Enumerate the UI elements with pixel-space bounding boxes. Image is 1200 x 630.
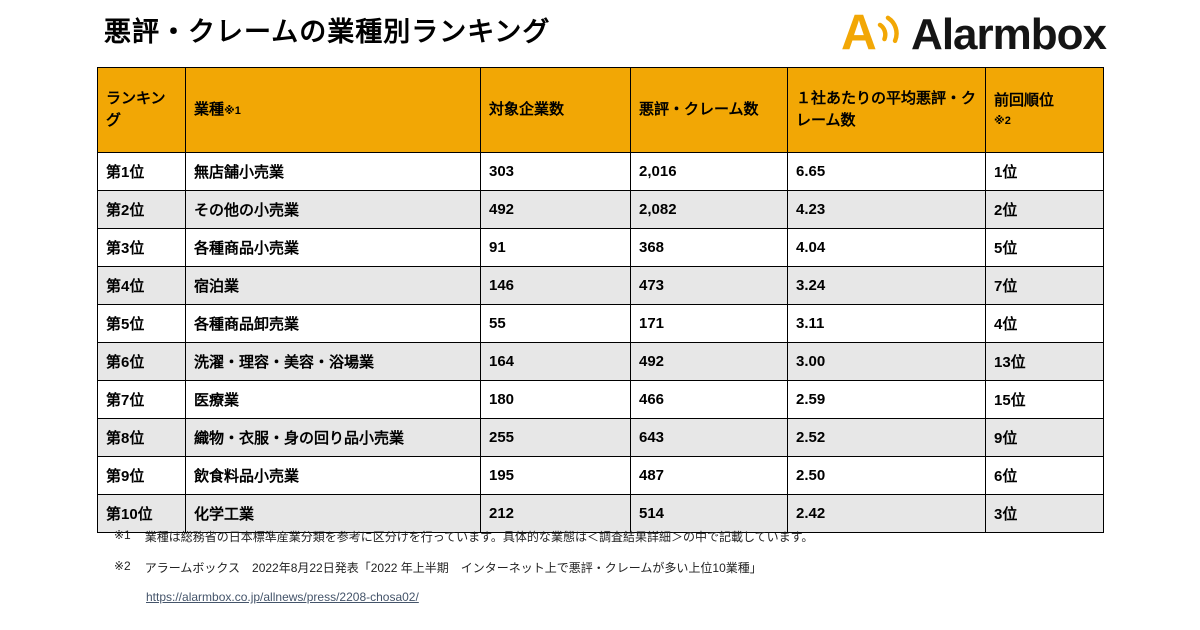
footnote-text: アラームボックス 2022年8月22日発表「2022 年上半期 インターネット上… <box>144 561 762 575</box>
source-link[interactable]: https://alarmbox.co.jp/allnews/press/220… <box>146 590 419 604</box>
cell-companies: 91 <box>480 228 631 267</box>
header-industry: 業種※1 <box>185 67 481 153</box>
header-note: ※1 <box>224 105 241 118</box>
alarmbox-logo: A Alarmbox <box>841 4 1107 65</box>
cell-rank: 第1位 <box>97 152 186 191</box>
table-row: 第4位 宿泊業 146 473 3.24 7位 <box>97 266 1104 305</box>
cell-complaints: 171 <box>630 304 788 343</box>
header-label: １社あたりの平均悪評・クレーム数 <box>796 90 977 129</box>
cell-companies: 146 <box>480 266 631 305</box>
cell-previous: 1位 <box>985 152 1104 191</box>
cell-average: 3.24 <box>787 266 986 305</box>
header-row: ランキング 業種※1 対象企業数 悪評・クレーム数 １社あたりの平均悪評・クレー… <box>97 67 1104 153</box>
cell-average: 3.00 <box>787 342 986 381</box>
cell-companies: 212 <box>480 494 631 533</box>
cell-previous: 2位 <box>985 190 1104 229</box>
header-average: １社あたりの平均悪評・クレーム数 <box>787 67 986 153</box>
cell-average: 3.11 <box>787 304 986 343</box>
footnote-2: ※2 アラームボックス 2022年8月22日発表「2022 年上半期 インターネ… <box>114 559 762 576</box>
ranking-table: ランキング 業種※1 対象企業数 悪評・クレーム数 １社あたりの平均悪評・クレー… <box>97 67 1104 533</box>
cell-complaints: 514 <box>630 494 788 533</box>
header-label: 対象企業数 <box>489 101 565 119</box>
cell-companies: 55 <box>480 304 631 343</box>
cell-previous: 9位 <box>985 418 1104 457</box>
cell-complaints: 487 <box>630 456 788 495</box>
header-complaints: 悪評・クレーム数 <box>630 67 788 153</box>
table-row: 第2位 その他の小売業 492 2,082 4.23 2位 <box>97 190 1104 229</box>
cell-previous: 3位 <box>985 494 1104 533</box>
table-row: 第8位 織物・衣服・身の回り品小売業 255 643 2.52 9位 <box>97 418 1104 457</box>
cell-average: 4.23 <box>787 190 986 229</box>
footnote-marker: ※2 <box>114 559 131 573</box>
header-previous: 前回順位 ※2 <box>985 67 1104 153</box>
cell-industry: 医療業 <box>185 380 481 419</box>
cell-average: 6.65 <box>787 152 986 191</box>
header-label: 業種 <box>194 101 225 119</box>
table-row: 第1位 無店舗小売業 303 2,016 6.65 1位 <box>97 152 1104 191</box>
table-row: 第7位 医療業 180 466 2.59 15位 <box>97 380 1104 419</box>
cell-previous: 15位 <box>985 380 1104 419</box>
cell-companies: 303 <box>480 152 631 191</box>
cell-previous: 5位 <box>985 228 1104 267</box>
cell-complaints: 492 <box>630 342 788 381</box>
cell-complaints: 473 <box>630 266 788 305</box>
cell-rank: 第9位 <box>97 456 186 495</box>
footnote-1: ※1 業種は総務省の日本標準産業分類を参考に区分けを行っています。具体的な業態は… <box>114 528 813 545</box>
footnote-text: 業種は総務省の日本標準産業分類を参考に区分けを行っています。具体的な業態は＜調査… <box>144 530 814 544</box>
cell-complaints: 466 <box>630 380 788 419</box>
table-row: 第3位 各種商品小売業 91 368 4.04 5位 <box>97 228 1104 267</box>
cell-industry: 化学工業 <box>185 494 481 533</box>
cell-complaints: 2,082 <box>630 190 788 229</box>
cell-industry: 無店舗小売業 <box>185 152 481 191</box>
cell-previous: 7位 <box>985 266 1104 305</box>
alarmbox-logo-icon: A <box>841 4 903 65</box>
cell-rank: 第4位 <box>97 266 186 305</box>
page-title: 悪評・クレームの業種別ランキング <box>104 17 551 47</box>
header-label: ランキング <box>106 90 166 129</box>
cell-rank: 第5位 <box>97 304 186 343</box>
cell-average: 2.50 <box>787 456 986 495</box>
cell-complaints: 2,016 <box>630 152 788 191</box>
cell-rank: 第7位 <box>97 380 186 419</box>
cell-average: 2.52 <box>787 418 986 457</box>
header-companies: 対象企業数 <box>480 67 631 153</box>
cell-industry: 宿泊業 <box>185 266 481 305</box>
cell-average: 2.59 <box>787 380 986 419</box>
cell-industry: 洗濯・理容・美容・浴場業 <box>185 342 481 381</box>
table-row: 第10位 化学工業 212 514 2.42 3位 <box>97 494 1104 533</box>
cell-rank: 第6位 <box>97 342 186 381</box>
cell-rank: 第10位 <box>97 494 186 533</box>
cell-companies: 180 <box>480 380 631 419</box>
header-note: ※2 <box>994 114 1011 127</box>
table-row: 第5位 各種商品卸売業 55 171 3.11 4位 <box>97 304 1104 343</box>
cell-average: 2.42 <box>787 494 986 533</box>
cell-rank: 第3位 <box>97 228 186 267</box>
cell-rank: 第8位 <box>97 418 186 457</box>
cell-industry: 織物・衣服・身の回り品小売業 <box>185 418 481 457</box>
cell-previous: 13位 <box>985 342 1104 381</box>
cell-companies: 164 <box>480 342 631 381</box>
footnote-marker: ※1 <box>114 528 131 542</box>
cell-previous: 4位 <box>985 304 1104 343</box>
header-ranking: ランキング <box>97 67 186 153</box>
table-row: 第6位 洗濯・理容・美容・浴場業 164 492 3.00 13位 <box>97 342 1104 381</box>
cell-industry: 各種商品小売業 <box>185 228 481 267</box>
alarmbox-logo-text: Alarmbox <box>911 9 1107 59</box>
svg-text:A: A <box>841 5 877 60</box>
cell-complaints: 643 <box>630 418 788 457</box>
cell-previous: 6位 <box>985 456 1104 495</box>
cell-industry: 飲食料品小売業 <box>185 456 481 495</box>
header-label: 悪評・クレーム数 <box>639 101 759 119</box>
cell-industry: その他の小売業 <box>185 190 481 229</box>
cell-industry: 各種商品卸売業 <box>185 304 481 343</box>
cell-companies: 195 <box>480 456 631 495</box>
cell-rank: 第2位 <box>97 190 186 229</box>
header-label: 前回順位 <box>994 92 1055 110</box>
cell-companies: 255 <box>480 418 631 457</box>
cell-complaints: 368 <box>630 228 788 267</box>
cell-companies: 492 <box>480 190 631 229</box>
cell-average: 4.04 <box>787 228 986 267</box>
table-row: 第9位 飲食料品小売業 195 487 2.50 6位 <box>97 456 1104 495</box>
